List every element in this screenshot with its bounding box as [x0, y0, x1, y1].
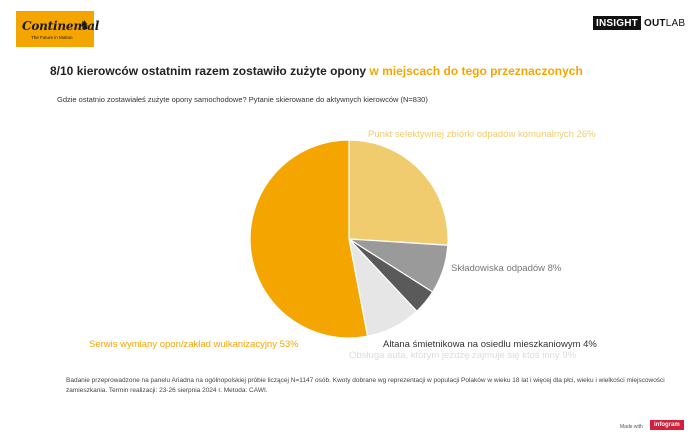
- brand-outlab: OUT LAB: [641, 16, 687, 30]
- title-main: 8/10 kierowców ostatnim razem zostawiło …: [50, 64, 367, 78]
- infogram-badge[interactable]: infogram: [650, 420, 684, 430]
- slice-label-0: Punkt selektywnej zbiórki odpadów komuna…: [368, 129, 596, 140]
- slice-label-1: Składowiska odpadów 8%: [451, 263, 562, 274]
- pie-slice-0: [348, 139, 449, 246]
- made-with-text: Made with: [620, 424, 643, 430]
- logo-text: Continental: [22, 19, 100, 33]
- title-highlight: w miejscach do tego przeznaczonych: [369, 64, 583, 78]
- pie-slices: [249, 139, 449, 339]
- pie-labels: Punkt selektywnej zbiórki odpadów komuna…: [89, 129, 597, 361]
- brand-out: OUT: [643, 18, 666, 29]
- methodology-footnote: Badanie przeprowadzone na panelu Ariadna…: [66, 377, 665, 394]
- horse-icon: ♞: [79, 18, 90, 32]
- page-title: 8/10 kierowców ostatnim razem zostawiło …: [50, 64, 583, 78]
- chart-question: Gdzie ostatnio zostawiałeś zużyte opony …: [57, 95, 428, 104]
- logo-tagline: The Future in Motion: [31, 35, 73, 40]
- slice-label-4: Serwis wymiany opon/zakład wulkanizacyjn…: [89, 339, 299, 350]
- brand-lab: LAB: [665, 18, 686, 29]
- brand-insight: INSIGHT: [593, 16, 641, 30]
- continental-logo: Continental ♞ The Future in Motion: [16, 11, 99, 47]
- slice-label-2: Altana śmietnikowa na osiedlu mieszkanio…: [383, 339, 597, 350]
- slice-label-3: Obsługa auta, którym jeżdżę zajmuje się …: [349, 350, 577, 361]
- insight-outlab-logo: INSIGHT OUT LAB: [593, 16, 687, 30]
- pie-slice-4: [249, 139, 369, 339]
